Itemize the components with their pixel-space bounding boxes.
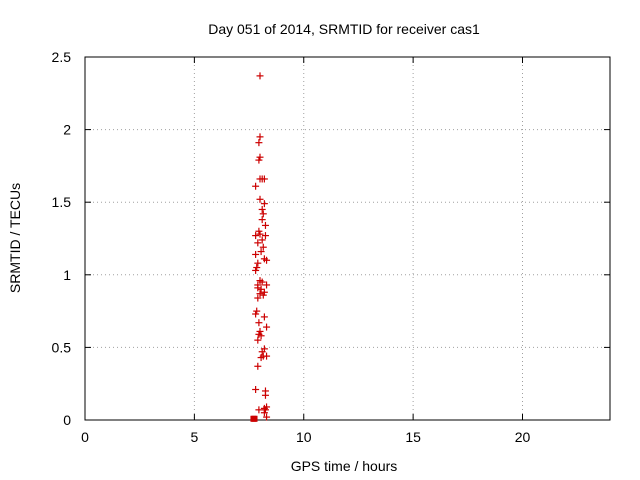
data-point-plus <box>255 156 263 164</box>
x-tick-label: 15 <box>405 429 421 445</box>
data-point-plus <box>252 386 260 394</box>
data-point-plus <box>252 266 260 274</box>
data-point-plus <box>258 216 266 224</box>
data-point-plus <box>259 243 267 251</box>
data-point-plus <box>263 256 271 264</box>
data-point-plus <box>254 362 262 370</box>
data-point-plus <box>256 72 264 80</box>
data-point-plus <box>261 232 269 240</box>
data-point-plus <box>257 248 265 256</box>
data-point-plus <box>252 182 260 190</box>
y-tick-label: 0.5 <box>52 339 72 355</box>
y-tick-label: 1.5 <box>52 194 72 210</box>
plot-frame <box>84 56 611 421</box>
data-points <box>250 72 271 422</box>
y-axis-label: SRMTID / TECUs <box>7 183 23 293</box>
data-point-plus <box>261 391 269 399</box>
data-point-plus <box>256 290 264 298</box>
data-point-plus <box>263 352 271 360</box>
data-point-plus <box>252 232 260 240</box>
data-point-square <box>251 415 258 422</box>
data-point-plus <box>257 332 265 340</box>
data-point-plus <box>254 294 262 302</box>
data-point-plus <box>256 195 264 203</box>
y-tick-label: 2 <box>63 122 71 138</box>
data-point-plus <box>260 200 268 208</box>
data-point-plus <box>254 259 262 267</box>
x-tick-label: 5 <box>190 429 198 445</box>
chart-title: Day 051 of 2014, SRMTID for receiver cas… <box>208 21 480 37</box>
y-tick-label: 1 <box>63 267 71 283</box>
x-tick-label: 0 <box>81 429 89 445</box>
data-point-plus <box>255 406 263 414</box>
data-point-plus <box>258 348 266 356</box>
axis-ticks: 0 5 10 15 20 0 0.5 1 1.5 2 2.5 <box>52 49 610 445</box>
data-point-plus <box>263 323 271 331</box>
y-tick-label: 2.5 <box>52 49 72 65</box>
data-point-plus <box>258 205 266 213</box>
data-point-plus <box>260 313 268 321</box>
data-point-plus <box>259 210 267 218</box>
x-tick-label: 20 <box>515 429 531 445</box>
grid <box>85 57 610 420</box>
data-point-plus <box>255 139 263 147</box>
data-point-plus <box>252 250 260 258</box>
data-point-plus <box>263 413 271 421</box>
data-point-plus <box>254 239 262 247</box>
data-point-plus <box>256 133 264 141</box>
data-point-plus <box>256 230 264 238</box>
data-point-plus <box>254 336 262 344</box>
x-tick-label: 10 <box>296 429 312 445</box>
data-point-plus <box>261 221 269 229</box>
data-point-plus <box>263 281 271 289</box>
data-point-plus <box>258 236 266 244</box>
data-point-plus <box>260 175 268 183</box>
data-point-plus <box>254 284 262 292</box>
data-point-plus <box>255 319 263 327</box>
data-point-plus <box>260 409 268 417</box>
data-point-plus <box>258 278 266 286</box>
y-tick-label: 0 <box>63 412 71 428</box>
data-point-plus <box>257 354 265 362</box>
x-axis-label: GPS time / hours <box>291 458 398 474</box>
data-point-plus <box>259 291 267 299</box>
data-point-plus <box>252 310 260 318</box>
